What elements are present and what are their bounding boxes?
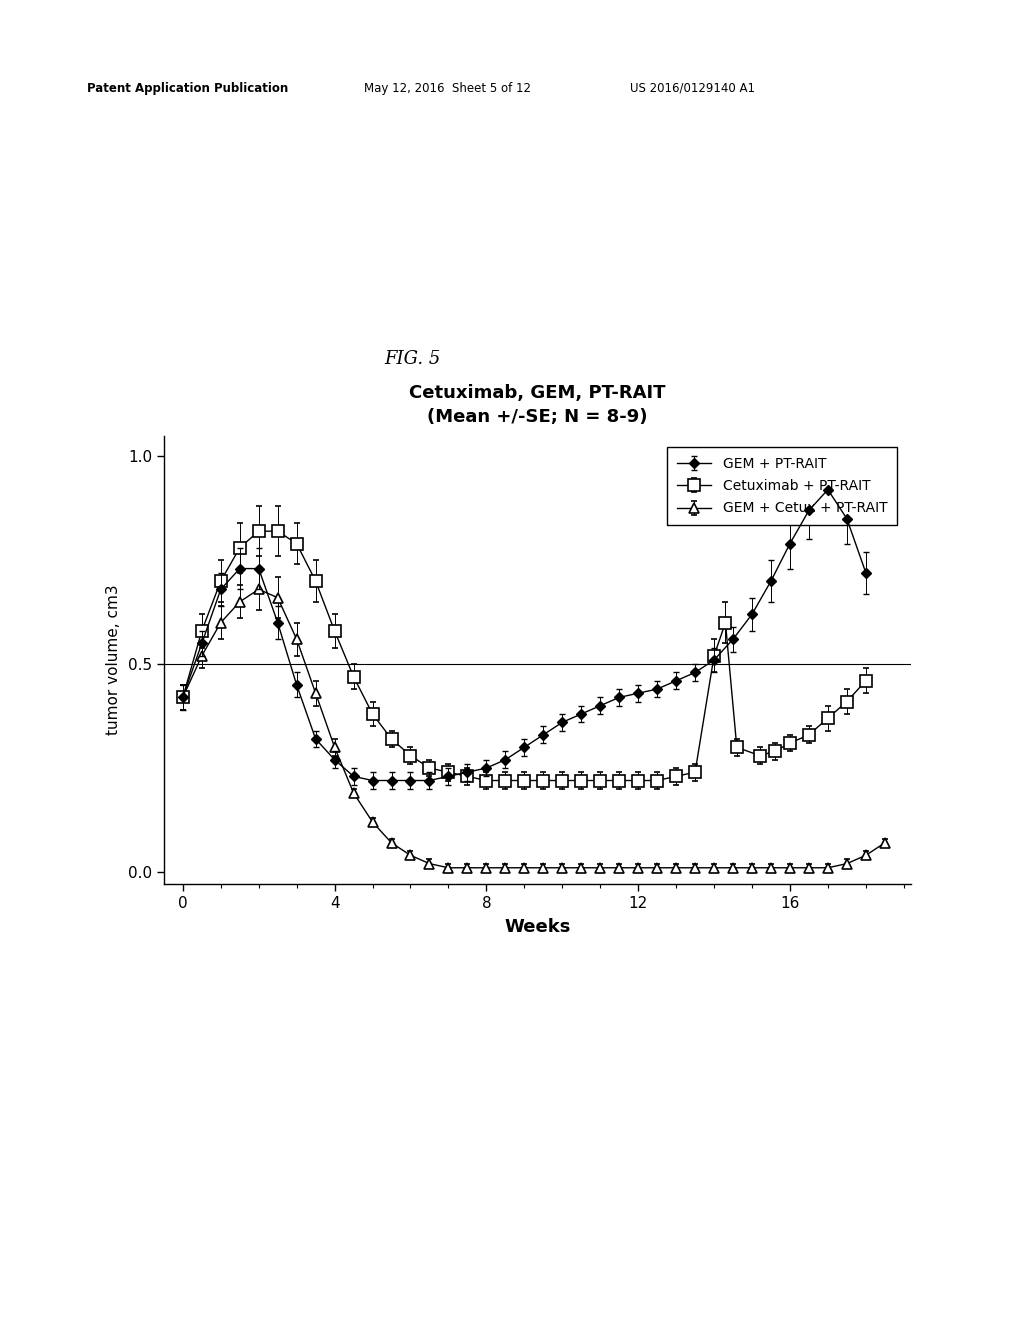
Legend: GEM + PT-RAIT, Cetuximab + PT-RAIT, GEM + Cetux + PT-RAIT: GEM + PT-RAIT, Cetuximab + PT-RAIT, GEM … bbox=[667, 447, 897, 525]
Y-axis label: tumor volume, cm3: tumor volume, cm3 bbox=[105, 585, 121, 735]
Text: Patent Application Publication: Patent Application Publication bbox=[87, 82, 289, 95]
Text: May 12, 2016  Sheet 5 of 12: May 12, 2016 Sheet 5 of 12 bbox=[364, 82, 530, 95]
X-axis label: Weeks: Weeks bbox=[505, 919, 570, 936]
Title: Cetuximab, GEM, PT-RAIT
(Mean +/-SE; N = 8-9): Cetuximab, GEM, PT-RAIT (Mean +/-SE; N =… bbox=[410, 384, 666, 426]
Text: FIG. 5: FIG. 5 bbox=[384, 350, 440, 368]
Text: US 2016/0129140 A1: US 2016/0129140 A1 bbox=[630, 82, 755, 95]
